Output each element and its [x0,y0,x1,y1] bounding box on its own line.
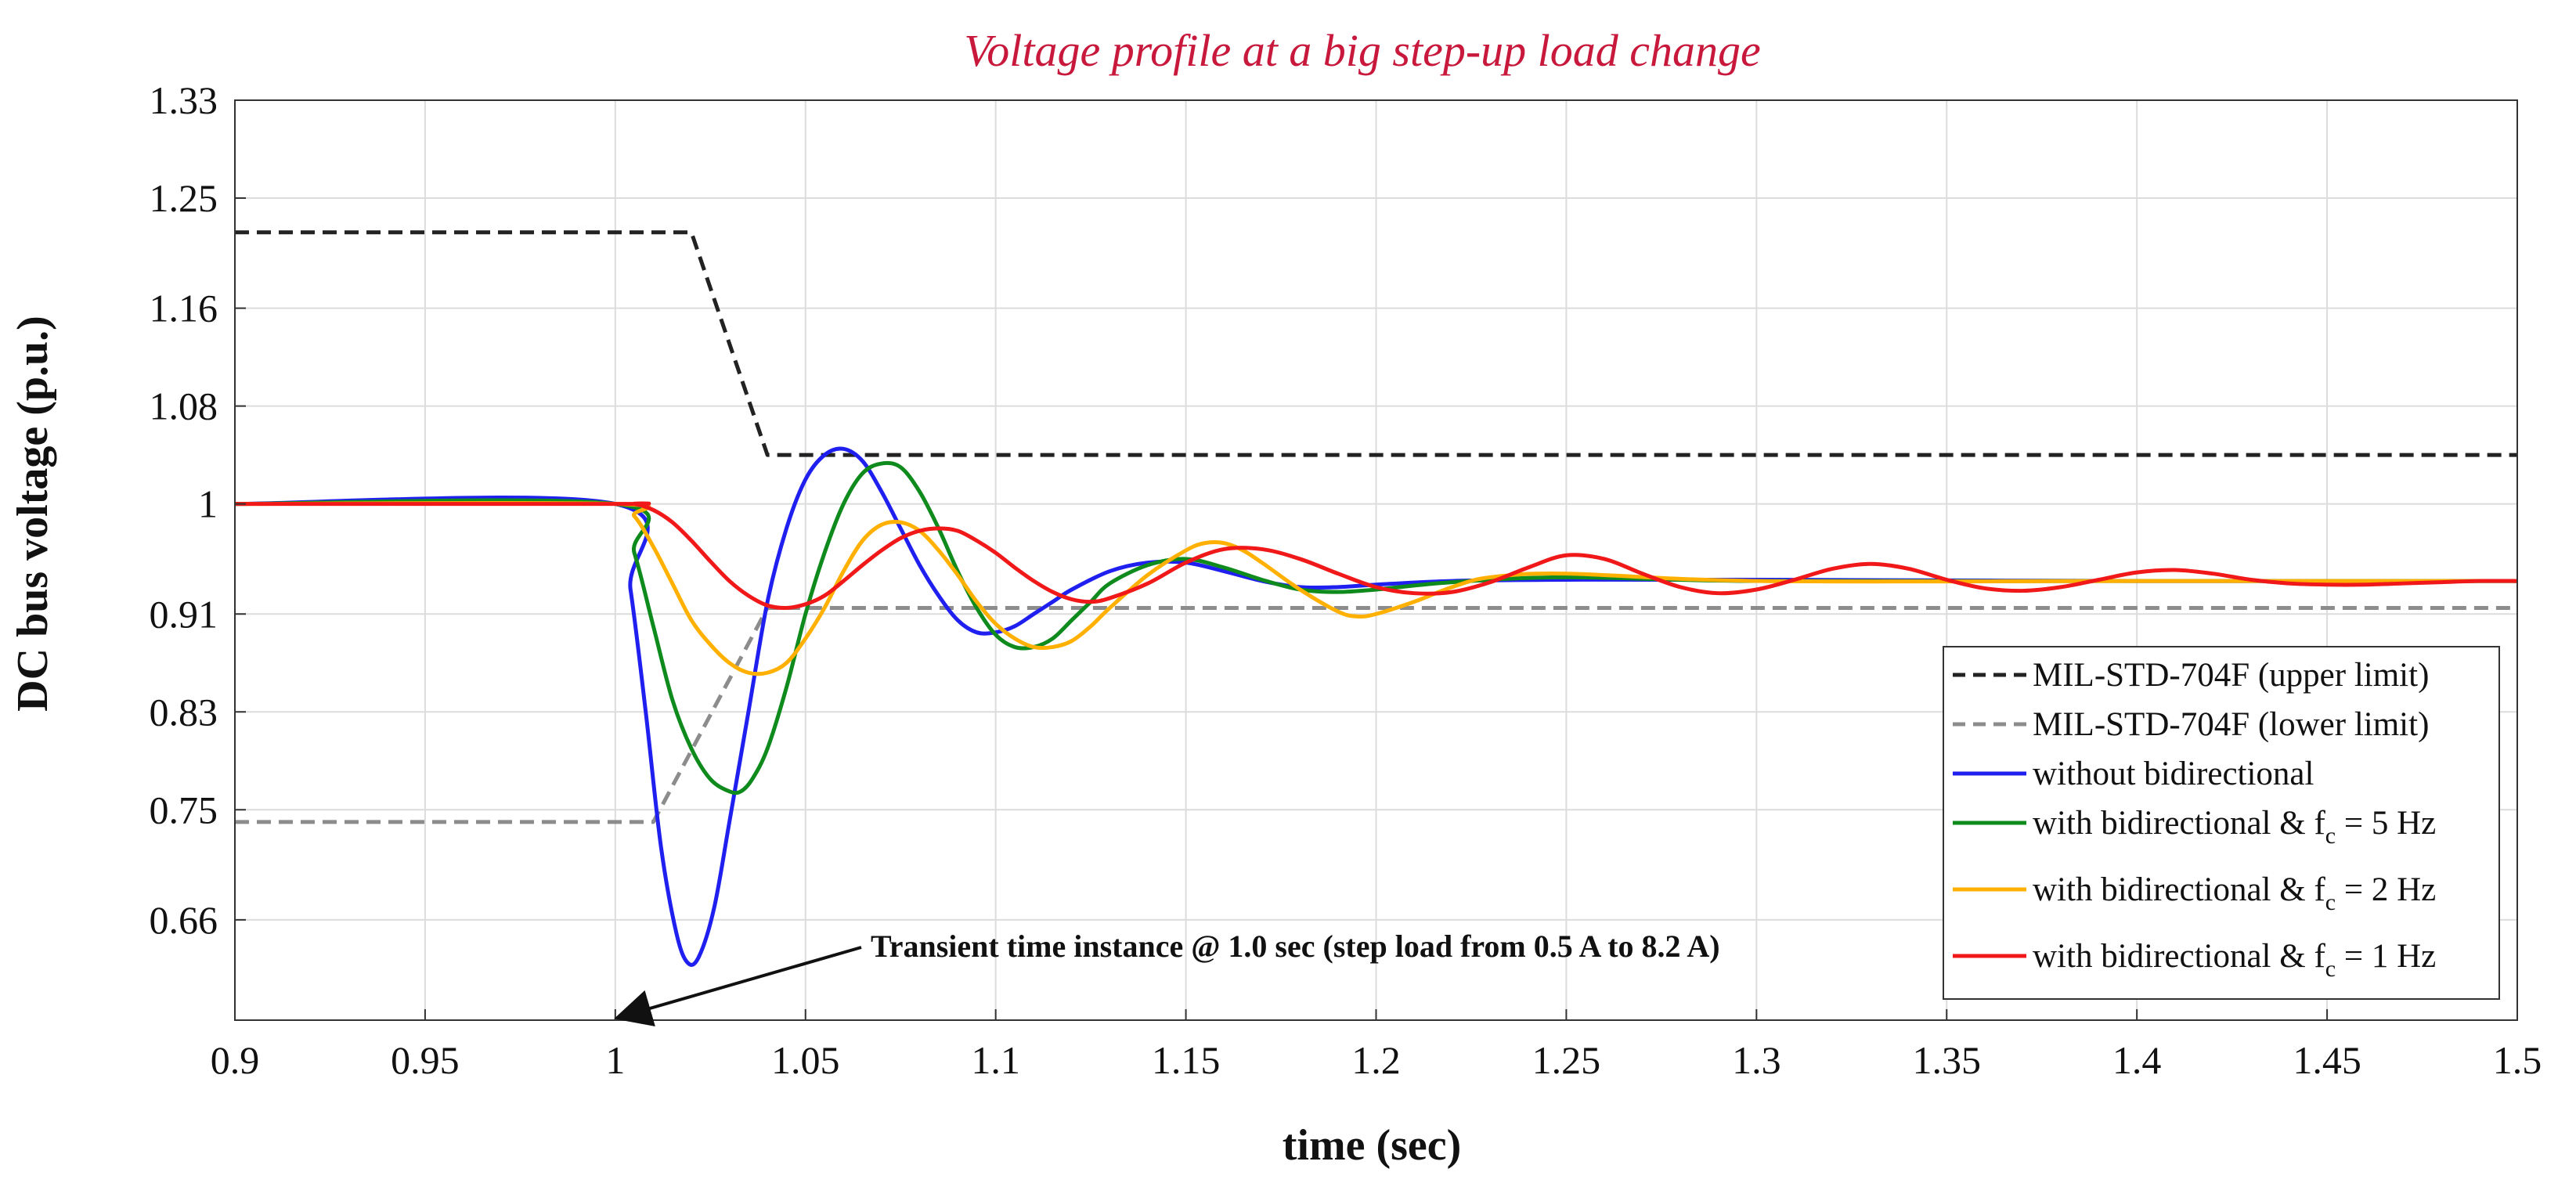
legend-item: without bidirectional [1953,756,2314,792]
x-tick-label: 1.1 [971,1038,1020,1082]
y-axis-ticks: 0.66 0.75 0.83 0.91 1 1.08 1.16 1.25 1.33 [150,78,246,942]
y-tick-label: 1.08 [150,384,218,428]
legend-label: with bidirectional & fc = 1 Hz [2033,938,2436,982]
x-axis-label: time (sec) [1283,1121,1462,1170]
x-tick-label: 1 [605,1038,625,1082]
x-tick-label: 1.2 [1351,1038,1401,1082]
y-tick-label: 1.16 [150,287,218,330]
annotation-arrow [614,946,862,1026]
y-tick-label: 1.25 [150,176,218,220]
x-tick-label: 1.35 [1913,1038,1982,1082]
y-tick-label: 0.91 [150,592,218,636]
y-tick-label: 1.33 [150,78,218,122]
y-tick-label: 0.75 [150,788,218,831]
legend-label: MIL-STD-704F (lower limit) [2033,706,2429,743]
y-tick-label: 1 [198,482,218,526]
x-axis-ticks: 0.9 0.95 1 1.05 1.1 1.15 1.2 1.25 1.3 1.35 1.4 1.45… [211,1009,2542,1082]
x-tick-label: 1.45 [2293,1038,2361,1082]
series-line [235,501,2517,610]
x-tick-label: 1.4 [2112,1038,2162,1082]
x-tick-label: 1.3 [1732,1038,1781,1082]
transient-annotation: Transient time instance @ 1.0 sec (step … [614,929,1720,1026]
legend-label: without bidirectional [2033,756,2314,792]
y-tick-label: 0.66 [150,898,218,942]
legend-item: with bidirectional & fc = 2 Hz [1953,871,2436,915]
legend-item: with bidirectional & fc = 1 Hz [1953,938,2436,982]
legend-label: with bidirectional & fc = 2 Hz [2033,871,2436,915]
chart-title: Voltage profile at a big step-up load ch… [964,25,1761,76]
x-tick-label: 1.5 [2493,1038,2542,1082]
x-tick-label: 1.25 [1532,1038,1601,1082]
series-layer [235,230,2517,967]
y-tick-label: 0.83 [150,690,218,734]
legend: MIL-STD-704F (upper limit) MIL-STD-704F (… [1943,646,2500,1000]
series-line [235,500,2517,676]
legend-label: with bidirectional & fc = 5 Hz [2033,805,2436,849]
x-tick-label: 1.05 [771,1038,840,1082]
legend-item: MIL-STD-704F (upper limit) [1953,657,2429,694]
legend-item: with bidirectional & fc = 5 Hz [1953,805,2436,849]
annotation-text: Transient time instance @ 1.0 sec (step … [871,929,1720,964]
legend-item: MIL-STD-704F (lower limit) [1953,706,2429,743]
x-tick-label: 1.15 [1152,1038,1221,1082]
x-tick-label: 0.95 [391,1038,460,1082]
legend-box [1943,646,2500,1000]
series-line [235,230,2517,457]
x-tick-label: 0.9 [211,1038,260,1082]
legend-label: MIL-STD-704F (upper limit) [2033,657,2429,694]
y-axis-label: DC bus voltage (p.u.) [9,316,57,712]
series-line [235,605,2517,824]
